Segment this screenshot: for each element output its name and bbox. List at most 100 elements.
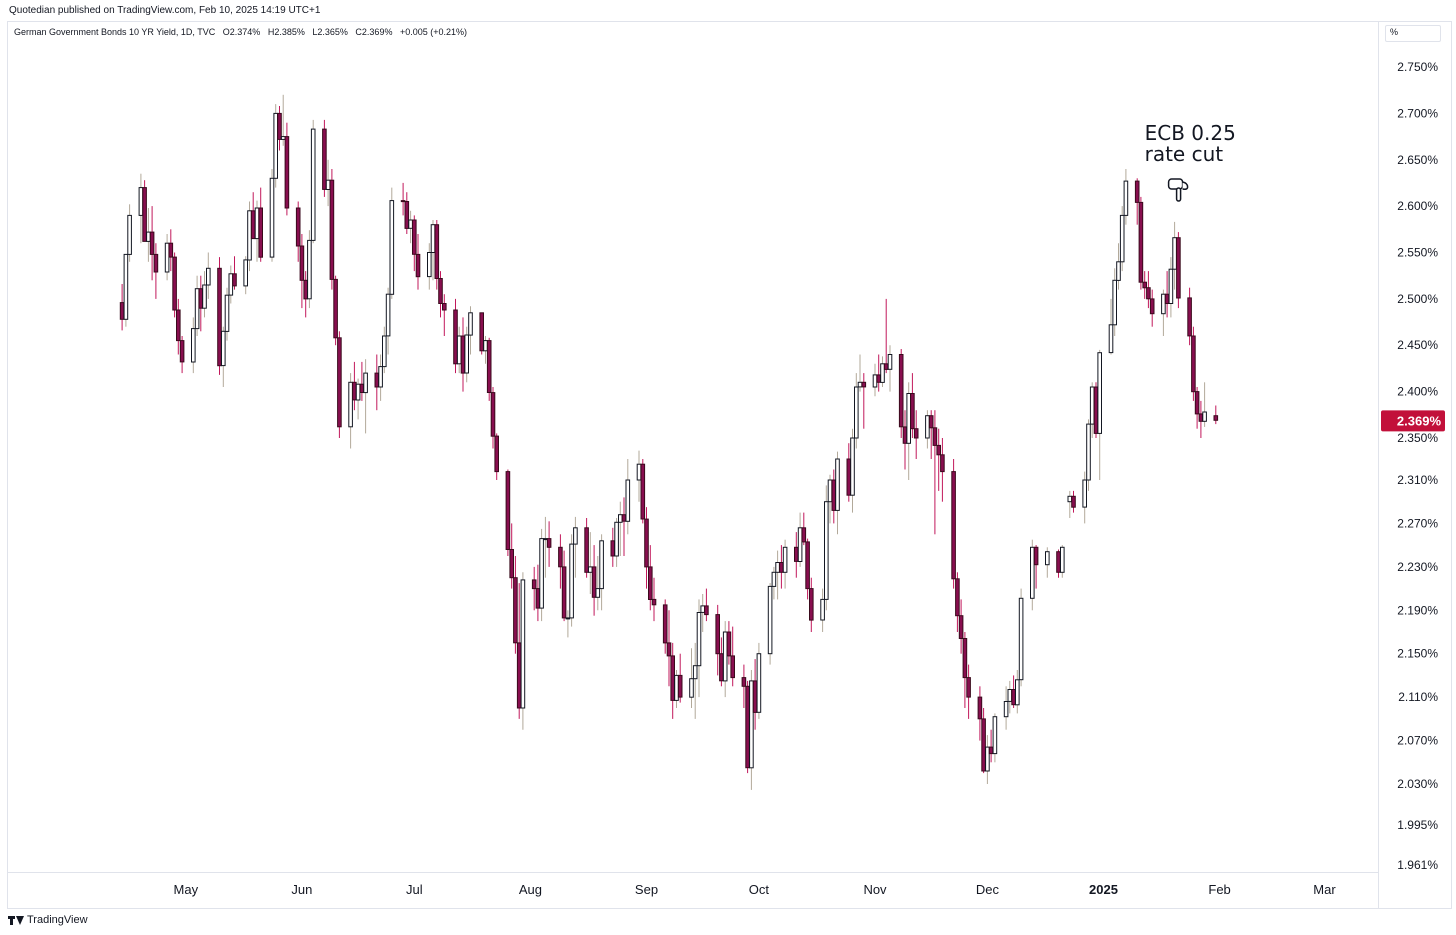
candle-body <box>955 578 960 617</box>
candle-body <box>722 631 728 682</box>
candle-down <box>172 252 177 318</box>
candle-down <box>981 708 986 774</box>
candle-down <box>404 192 410 234</box>
candle-body <box>854 386 859 439</box>
candle-body <box>992 716 998 755</box>
candle-up <box>696 599 702 698</box>
tradingview-footer[interactable]: TradingView <box>8 914 88 926</box>
pointing-hand-icon <box>1167 178 1189 202</box>
candle-body <box>850 437 855 496</box>
candle-body <box>378 366 383 388</box>
price-tick-label: 2.150% <box>1397 647 1438 661</box>
candle-up <box>1161 289 1166 336</box>
candle-down <box>1134 178 1140 225</box>
candle-body <box>337 337 342 428</box>
candle-body <box>254 207 260 240</box>
candle-down <box>250 192 256 240</box>
candle-body <box>206 267 211 286</box>
time-tick-label: Aug <box>519 882 542 897</box>
candle-body <box>363 372 368 394</box>
candle-down <box>168 229 174 272</box>
candle-body <box>412 219 417 255</box>
candle-up <box>483 336 488 364</box>
price-tick-label: 2.350% <box>1397 431 1438 445</box>
time-axis-divider <box>7 872 1378 873</box>
price-tick-label: 2.190% <box>1397 603 1438 617</box>
candle-up <box>520 572 526 730</box>
candle-body <box>322 128 327 190</box>
candle-up <box>835 451 840 535</box>
candle-body <box>910 393 915 430</box>
price-scale-unit-button[interactable]: % <box>1385 25 1441 42</box>
candle-up <box>1089 382 1095 438</box>
candle-up <box>925 410 930 449</box>
time-tick-label: Oct <box>749 882 770 897</box>
candle-down <box>745 680 750 774</box>
candle-body <box>415 253 421 278</box>
candle-down <box>951 459 956 589</box>
candle-down <box>1033 545 1039 589</box>
candle-up <box>850 428 855 513</box>
candle-body <box>636 463 642 481</box>
candle-down <box>741 664 747 708</box>
candle-body <box>1202 411 1207 422</box>
candle-up <box>1067 490 1073 518</box>
candle-body <box>726 631 732 657</box>
candle-body <box>483 340 488 352</box>
candle-body <box>621 514 627 522</box>
candle-body <box>430 224 436 253</box>
legend-high: H2.385% <box>267 27 305 37</box>
candle-body <box>1033 546 1039 566</box>
candle-body <box>1172 237 1177 270</box>
candle-body <box>389 200 395 295</box>
candle-body <box>374 372 380 388</box>
candle-up <box>243 256 248 295</box>
candle-body <box>677 674 683 698</box>
chart-legend: German Government Bonds 10 YR Yield, 1D,… <box>14 27 472 37</box>
candle-body <box>767 585 773 655</box>
candle-up <box>378 354 383 401</box>
candle-down <box>153 243 159 299</box>
candle-down <box>119 284 125 331</box>
candle-body <box>1161 293 1166 315</box>
candle-up <box>1045 547 1050 578</box>
candle-body <box>775 562 780 573</box>
candle-up <box>767 583 773 665</box>
candle-body <box>932 427 938 446</box>
candle-up <box>565 610 571 638</box>
price-tick-label: 2.600% <box>1397 199 1438 213</box>
candle-down <box>359 361 365 401</box>
legend-open: O2.374% <box>222 27 261 37</box>
candle-down <box>779 545 784 589</box>
legend-close: C2.369% <box>355 27 393 37</box>
candle-down <box>142 180 147 242</box>
candle-up <box>857 354 863 392</box>
candle-up <box>756 642 762 719</box>
candle-body <box>303 279 308 300</box>
candle-down <box>670 642 676 719</box>
candle-up <box>254 200 260 262</box>
candle-down <box>715 604 721 676</box>
candle-down <box>640 459 646 524</box>
time-tick-label: Mar <box>1313 882 1336 897</box>
candle-down <box>955 572 960 632</box>
candle-body <box>940 454 945 473</box>
candle-body <box>277 112 282 140</box>
candle-body <box>1060 546 1065 573</box>
candle-body <box>404 201 410 229</box>
candle-body <box>464 334 469 374</box>
candle-body <box>520 579 526 709</box>
candle-body <box>427 252 432 278</box>
candle-down <box>883 298 889 374</box>
legend-symbol[interactable]: German Government Bonds 10 YR Yield, 1D,… <box>14 27 216 37</box>
candle-body <box>468 312 473 336</box>
candle-body <box>719 653 724 682</box>
candle-up <box>782 539 788 589</box>
candle-body <box>981 718 986 772</box>
candle-up <box>625 459 631 535</box>
candle-body <box>310 128 316 241</box>
candle-up <box>700 594 706 632</box>
time-tick-label: Dec <box>976 882 1000 897</box>
candle-body <box>164 242 170 273</box>
